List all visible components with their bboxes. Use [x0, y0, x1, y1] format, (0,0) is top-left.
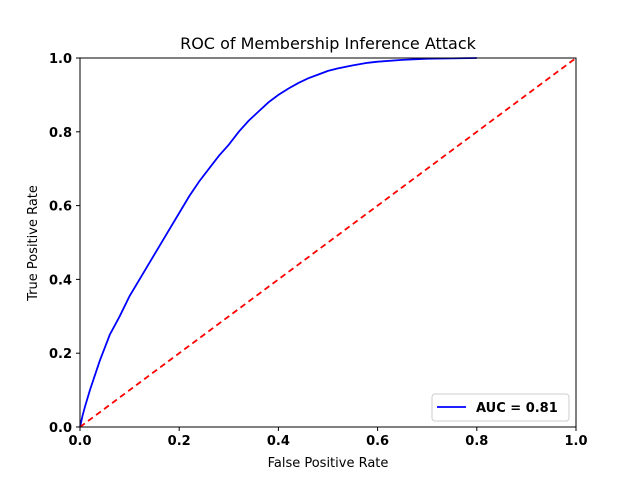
plot-frame	[79, 57, 577, 428]
legend: AUC = 0.81	[431, 393, 570, 422]
y-tick-label: 0.6	[49, 200, 72, 215]
x-tick-label: 0.2	[168, 434, 191, 449]
y-tick-label: 0.8	[49, 126, 72, 141]
legend-label: AUC = 0.81	[476, 401, 558, 416]
y-tick-label: 0.4	[49, 273, 72, 288]
y-tick-label: 0.0	[49, 421, 72, 436]
chart-title: ROC of Membership Inference Attack	[180, 34, 477, 53]
x-axis-label: False Positive Rate	[268, 456, 389, 471]
axis-ticks: 0.0 0.2 0.4 0.6 0.8 1.0 0.0 0.2 0.4 0.6 0.8 1.0	[49, 52, 588, 449]
y-tick-label: 0.2	[49, 347, 72, 362]
roc-curve-line	[79, 57, 477, 428]
legend-box	[431, 393, 570, 422]
x-tick-label: 0.0	[68, 434, 91, 449]
y-tick-label: 1.0	[49, 52, 72, 67]
y-axis-label: True Positive Rate	[26, 185, 41, 302]
x-tick-label: 0.8	[465, 434, 488, 449]
chance-diagonal-line	[79, 57, 577, 428]
plot-lines	[79, 57, 577, 428]
x-tick-label: 1.0	[564, 434, 587, 449]
x-tick-label: 0.6	[366, 434, 389, 449]
x-tick-label: 0.4	[267, 434, 290, 449]
